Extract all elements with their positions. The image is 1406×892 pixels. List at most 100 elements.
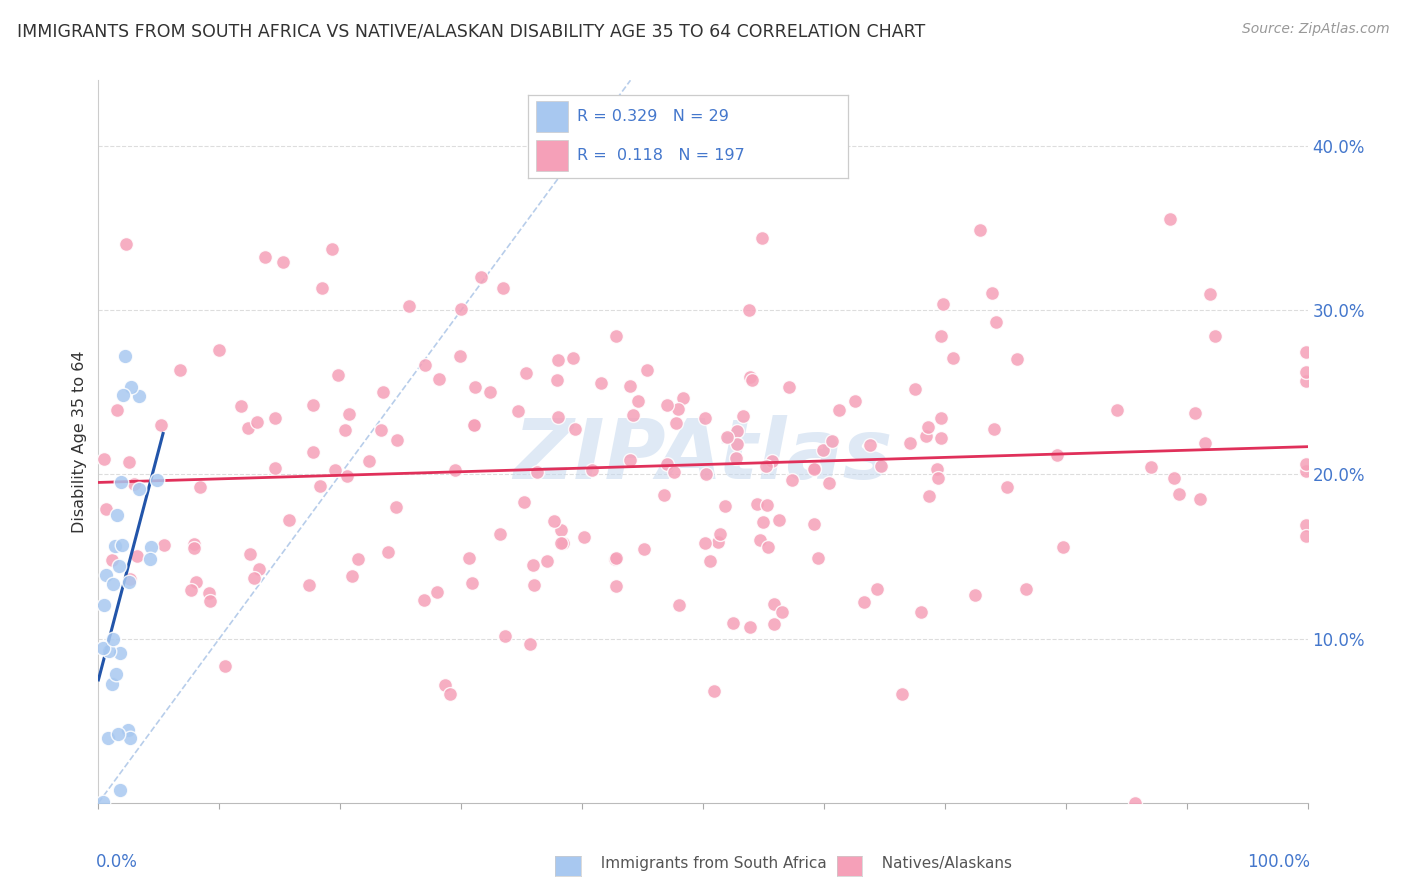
Point [803, 461, 825, 475]
Text: 0.0%: 0.0% [96, 854, 138, 871]
Point [434, 678, 457, 692]
Point [100, 553, 122, 567]
Point [464, 380, 486, 394]
Point [778, 380, 800, 394]
Point [519, 637, 541, 651]
Point [463, 418, 485, 433]
Point [755, 459, 778, 474]
Point [561, 351, 583, 365]
Point [572, 530, 595, 544]
Point [522, 558, 544, 572]
Point [707, 534, 730, 549]
Point [915, 429, 938, 443]
Point [470, 270, 492, 285]
Point [110, 783, 132, 797]
Point [450, 302, 472, 317]
Point [695, 411, 717, 425]
Point [551, 535, 574, 549]
Point [254, 250, 277, 264]
Point [443, 462, 465, 476]
Point [492, 281, 515, 295]
Point [302, 398, 325, 412]
Point [373, 384, 395, 399]
Point [128, 482, 150, 496]
Point [918, 489, 941, 503]
Point [93, 598, 115, 612]
Point [385, 500, 408, 515]
Point [207, 343, 229, 357]
Point [621, 408, 644, 422]
Point [589, 376, 612, 391]
Point [439, 687, 461, 701]
Point [1295, 345, 1317, 359]
Point [666, 401, 689, 416]
Point [118, 574, 141, 589]
Point [523, 578, 546, 592]
Point [927, 471, 949, 485]
Point [699, 554, 721, 568]
Point [806, 551, 828, 566]
Point [247, 562, 270, 576]
Point [803, 517, 825, 532]
Point [761, 454, 783, 468]
Point [101, 577, 124, 591]
Point [770, 605, 793, 619]
Point [858, 438, 880, 452]
Point [231, 400, 253, 414]
Point [494, 629, 516, 643]
Point [740, 620, 762, 634]
Point [844, 393, 866, 408]
Point [105, 402, 128, 417]
Point [111, 538, 134, 552]
Point [463, 418, 485, 433]
Text: ZIPAtlas: ZIPAtlas [513, 416, 893, 497]
Point [526, 465, 548, 479]
Point [1295, 529, 1317, 543]
Point [723, 616, 745, 631]
Point [929, 431, 952, 445]
Text: Natives/Alaskans: Natives/Alaskans [872, 856, 1012, 871]
Point [1105, 402, 1128, 417]
Point [917, 420, 939, 434]
Point [478, 385, 501, 400]
Point [725, 425, 748, 439]
Point [1295, 517, 1317, 532]
Point [709, 526, 731, 541]
Point [108, 647, 131, 661]
Point [821, 434, 844, 449]
Point [780, 473, 803, 487]
Point [910, 605, 932, 619]
Point [426, 584, 449, 599]
Point [762, 617, 785, 632]
Point [457, 551, 479, 566]
Point [183, 537, 205, 551]
Point [756, 499, 779, 513]
Point [311, 281, 333, 295]
Point [811, 443, 834, 458]
Point [188, 480, 211, 494]
Point [817, 475, 839, 490]
Point [120, 731, 142, 745]
Point [986, 315, 1008, 329]
Point [214, 659, 236, 673]
Point [101, 632, 124, 646]
Point [900, 436, 922, 450]
Point [665, 416, 688, 430]
Point [309, 479, 332, 493]
Point [672, 391, 695, 405]
Point [180, 583, 202, 598]
Point [1184, 406, 1206, 420]
Point [117, 723, 139, 737]
Point [489, 526, 512, 541]
Point [547, 353, 569, 368]
Point [1295, 374, 1317, 388]
Point [605, 579, 627, 593]
Point [238, 421, 260, 435]
Point [183, 541, 205, 555]
Point [983, 422, 1005, 436]
Point [619, 453, 641, 467]
Point [1295, 365, 1317, 379]
Point [120, 380, 142, 394]
Point [114, 349, 136, 363]
Point [1295, 458, 1317, 472]
